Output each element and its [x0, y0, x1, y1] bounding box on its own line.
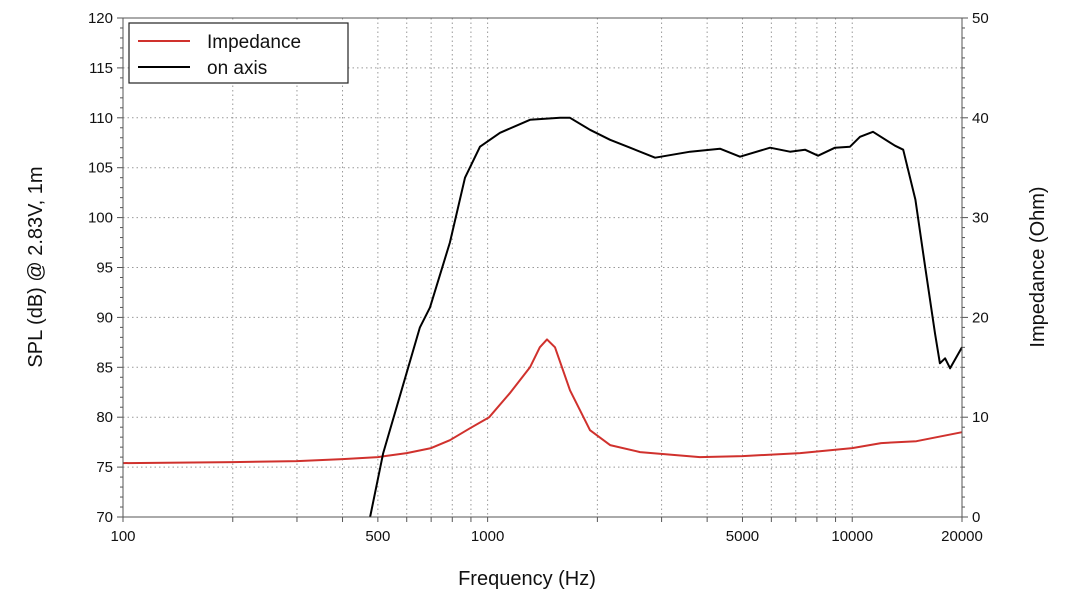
x-tick-label: 20000	[941, 528, 983, 545]
y2-tick-label: 50	[972, 10, 989, 27]
x-tick-label: 100	[110, 528, 135, 545]
legend-label-on-axis: on axis	[207, 58, 267, 79]
y-tick-label: 70	[96, 509, 113, 526]
legend-label-impedance: Impedance	[207, 32, 301, 53]
y-tick-label: 95	[96, 260, 113, 277]
grid	[123, 18, 962, 517]
y-tick-label: 120	[88, 10, 113, 27]
y-axis-label: SPL (dB) @ 2.83V, 1m	[25, 166, 47, 367]
y2-tick-label: 10	[972, 409, 989, 426]
y2-axis-label: Impedance (Ohm)	[1027, 186, 1049, 347]
y2-tick-label: 40	[972, 110, 989, 127]
x-tick-label: 500	[365, 528, 390, 545]
series-lines	[122, 116, 963, 518]
x-tick-label: 5000	[726, 528, 759, 545]
y2-tick-label: 20	[972, 309, 989, 326]
y-tick-label: 115	[89, 60, 113, 77]
y-tick-label: 80	[96, 409, 113, 426]
x-tick-label: 10000	[831, 528, 873, 545]
y-tick-label: 100	[88, 210, 113, 227]
y-tick-label: 75	[96, 459, 113, 476]
plot-frame	[122, 17, 963, 518]
y2-tick-label: 0	[972, 509, 980, 526]
y-tick-label: 90	[96, 309, 113, 326]
y-tick-label: 110	[89, 110, 113, 127]
series-line-impedance	[122, 338, 963, 465]
x-axis-label: Frequency (Hz)	[458, 568, 596, 590]
y-tick-label: 85	[96, 359, 113, 376]
legend: Impedance on axis	[128, 22, 349, 84]
y-tick-label: 105	[88, 160, 113, 177]
axis-ticks: 100 500 1000 5000 10000 200007075808590951001…	[88, 10, 989, 545]
y2-tick-label: 30	[972, 210, 989, 227]
legend-box	[128, 22, 349, 84]
x-tick-label: 1000	[471, 528, 504, 545]
series-line-on-axis	[369, 116, 963, 518]
